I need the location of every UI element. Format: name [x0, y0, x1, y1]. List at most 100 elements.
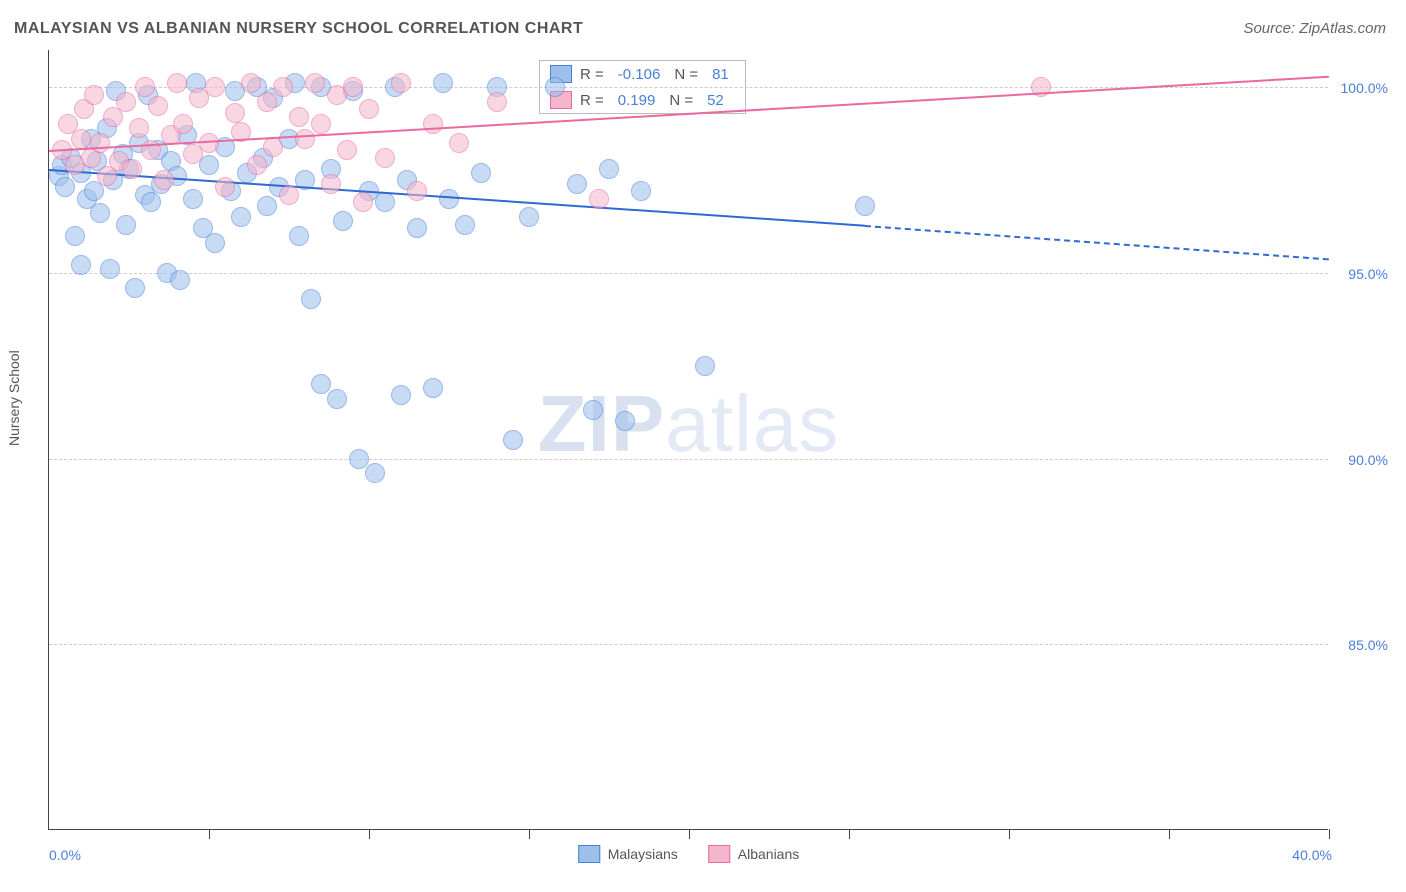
- data-point: [631, 181, 651, 201]
- series-legend: Malaysians Albanians: [578, 845, 800, 863]
- y-tick-label: 90.0%: [1348, 452, 1388, 468]
- data-point: [359, 99, 379, 119]
- data-point: [567, 174, 587, 194]
- data-point: [71, 129, 91, 149]
- data-point: [391, 385, 411, 405]
- data-point: [154, 170, 174, 190]
- data-point: [183, 189, 203, 209]
- data-point: [289, 107, 309, 127]
- data-point: [84, 85, 104, 105]
- data-point: [695, 356, 715, 376]
- data-point: [311, 374, 331, 394]
- data-point: [148, 96, 168, 116]
- x-axis-min-label: 0.0%: [49, 847, 81, 863]
- data-point: [173, 114, 193, 134]
- data-point: [215, 177, 235, 197]
- data-point: [423, 114, 443, 134]
- y-tick-label: 100.0%: [1341, 80, 1388, 96]
- data-point: [391, 73, 411, 93]
- correlation-chart: MALAYSIAN VS ALBANIAN NURSERY SCHOOL COR…: [0, 0, 1406, 892]
- data-point: [519, 207, 539, 227]
- data-point: [205, 77, 225, 97]
- data-point: [295, 129, 315, 149]
- data-point: [407, 218, 427, 238]
- data-point: [90, 133, 110, 153]
- data-point: [349, 449, 369, 469]
- data-point: [100, 259, 120, 279]
- data-point: [55, 177, 75, 197]
- data-point: [141, 192, 161, 212]
- trendline-extrapolated: [865, 225, 1329, 260]
- data-point: [471, 163, 491, 183]
- data-point: [170, 270, 190, 290]
- stat-r-value-albanians: 0.199: [612, 92, 662, 109]
- data-point: [333, 211, 353, 231]
- data-point: [589, 189, 609, 209]
- stat-n-label: N =: [674, 66, 698, 83]
- data-point: [257, 196, 277, 216]
- data-point: [365, 463, 385, 483]
- data-point: [65, 226, 85, 246]
- x-tick: [1009, 829, 1010, 839]
- data-point: [449, 133, 469, 153]
- data-point: [375, 192, 395, 212]
- data-point: [263, 137, 283, 157]
- x-tick: [529, 829, 530, 839]
- plot-area: ZIPatlas R = -0.106 N = 81 R = 0.199 N =…: [48, 50, 1328, 830]
- data-point: [289, 226, 309, 246]
- data-point: [503, 430, 523, 450]
- data-point: [231, 207, 251, 227]
- x-tick: [1329, 829, 1330, 839]
- legend-item: Albanians: [708, 845, 800, 863]
- data-point: [122, 159, 142, 179]
- data-point: [279, 185, 299, 205]
- y-tick-label: 85.0%: [1348, 637, 1388, 653]
- data-point: [455, 215, 475, 235]
- y-axis-title: Nursery School: [6, 350, 22, 446]
- data-point: [407, 181, 427, 201]
- x-axis-max-label: 40.0%: [1292, 847, 1332, 863]
- stat-n-value-malaysians: 81: [706, 66, 735, 83]
- stat-r-label: R =: [580, 92, 604, 109]
- data-point: [487, 92, 507, 112]
- legend-label: Malaysians: [608, 846, 678, 862]
- data-point: [545, 77, 565, 97]
- data-point: [167, 73, 187, 93]
- x-tick: [689, 829, 690, 839]
- data-point: [337, 140, 357, 160]
- legend-swatch: [708, 845, 730, 863]
- data-point: [257, 92, 277, 112]
- watermark-main: ZIP: [538, 379, 665, 468]
- data-point: [353, 192, 373, 212]
- x-tick: [849, 829, 850, 839]
- x-tick: [1169, 829, 1170, 839]
- stat-n-label: N =: [669, 92, 693, 109]
- data-point: [433, 73, 453, 93]
- legend-item: Malaysians: [578, 845, 678, 863]
- data-point: [327, 389, 347, 409]
- data-point: [71, 255, 91, 275]
- stats-row-malaysians: R = -0.106 N = 81: [540, 61, 745, 87]
- data-point: [273, 77, 293, 97]
- gridline: 95.0%: [49, 273, 1328, 274]
- stat-r-value-malaysians: -0.106: [612, 66, 667, 83]
- data-point: [375, 148, 395, 168]
- legend-swatch: [578, 845, 600, 863]
- data-point: [116, 92, 136, 112]
- data-point: [247, 155, 267, 175]
- data-point: [129, 118, 149, 138]
- data-point: [423, 378, 443, 398]
- legend-label: Albanians: [738, 846, 800, 862]
- x-tick: [209, 829, 210, 839]
- stat-r-label: R =: [580, 66, 604, 83]
- data-point: [225, 103, 245, 123]
- data-point: [116, 215, 136, 235]
- data-point: [343, 77, 363, 97]
- chart-title: MALAYSIAN VS ALBANIAN NURSERY SCHOOL COR…: [14, 20, 583, 38]
- data-point: [615, 411, 635, 431]
- data-point: [321, 174, 341, 194]
- data-point: [90, 203, 110, 223]
- gridline: 90.0%: [49, 459, 1328, 460]
- data-point: [311, 114, 331, 134]
- data-point: [125, 278, 145, 298]
